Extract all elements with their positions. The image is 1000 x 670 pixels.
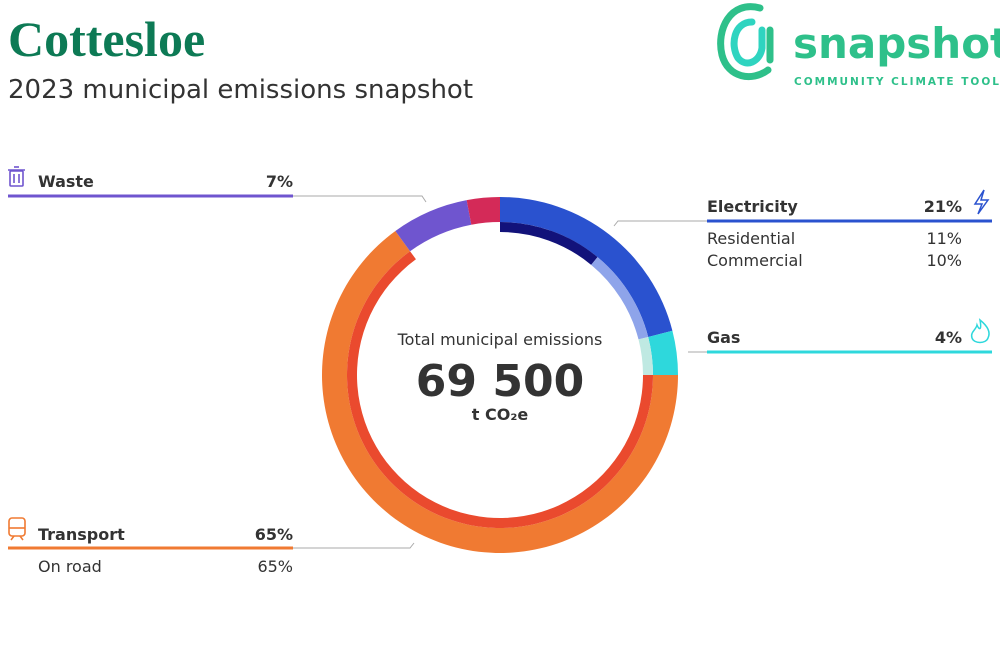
- subcategory-value: 10%: [926, 251, 962, 270]
- category-label: Waste: [38, 172, 94, 191]
- center-label: Total municipal emissions: [397, 330, 603, 349]
- leader-line: [613, 220, 707, 227]
- category-value: 7%: [266, 172, 293, 191]
- brand-name: snapshot: [793, 19, 1000, 68]
- waste-icon: [8, 166, 25, 187]
- brand-tagline: COMMUNITY CLIMATE TOOL: [794, 76, 1000, 88]
- inner-segment: [500, 222, 598, 265]
- subcategory-label: On road: [38, 557, 102, 576]
- outer-segment: [466, 197, 500, 225]
- subcategory-value: 65%: [257, 557, 293, 576]
- category-value: 65%: [255, 525, 293, 544]
- subtitle: 2023 municipal emissions snapshot: [8, 75, 473, 105]
- outer-segment: [648, 330, 678, 375]
- subcategory-value: 11%: [926, 229, 962, 248]
- outer-segment: [500, 197, 673, 337]
- leader-line: [293, 195, 427, 203]
- gas-icon: [970, 318, 990, 344]
- transport-icon: [8, 517, 26, 541]
- logo-icon: [717, 3, 774, 81]
- category-value: 21%: [924, 197, 962, 216]
- subcategory-label: Commercial: [707, 251, 803, 270]
- category-label: Transport: [38, 525, 125, 544]
- category-label: Electricity: [707, 197, 798, 216]
- category-value: 4%: [935, 328, 962, 347]
- total: 69 500: [416, 356, 584, 407]
- leader-line: [293, 542, 415, 549]
- outer-segment: [395, 200, 472, 252]
- electricity-icon: [973, 189, 990, 215]
- unit: t CO₂e: [472, 405, 529, 424]
- title: Cottesloe: [8, 11, 205, 67]
- subcategory-label: Residential: [707, 229, 795, 248]
- inner-segment: [638, 336, 653, 375]
- inner-segment: [591, 257, 649, 340]
- category-label: Gas: [707, 328, 740, 347]
